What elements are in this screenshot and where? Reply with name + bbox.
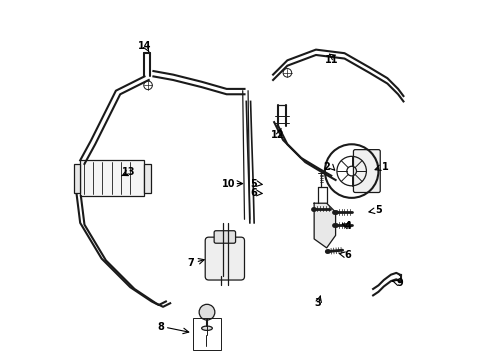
Text: 3: 3 bbox=[314, 298, 321, 308]
Text: 8: 8 bbox=[157, 322, 163, 332]
Text: 4: 4 bbox=[344, 221, 351, 231]
Text: 13: 13 bbox=[122, 167, 135, 177]
Bar bbox=[80, 160, 144, 196]
Text: 12: 12 bbox=[270, 130, 284, 140]
Text: 2: 2 bbox=[323, 162, 329, 172]
Text: 10: 10 bbox=[221, 179, 235, 189]
Bar bbox=[144, 164, 151, 193]
Text: 5: 5 bbox=[249, 179, 256, 189]
Circle shape bbox=[199, 304, 214, 320]
Text: 11: 11 bbox=[325, 55, 338, 65]
Bar bbox=[74, 164, 80, 193]
Text: 7: 7 bbox=[187, 258, 194, 268]
Text: 14: 14 bbox=[138, 41, 151, 51]
Text: 6: 6 bbox=[344, 250, 351, 260]
Text: 9: 9 bbox=[396, 278, 403, 288]
FancyBboxPatch shape bbox=[214, 231, 235, 243]
Text: 6: 6 bbox=[249, 188, 256, 198]
FancyBboxPatch shape bbox=[205, 237, 244, 280]
FancyBboxPatch shape bbox=[353, 150, 380, 193]
Bar bbox=[192, 318, 221, 350]
Polygon shape bbox=[313, 203, 335, 248]
Ellipse shape bbox=[201, 326, 212, 330]
Text: 1: 1 bbox=[382, 162, 388, 172]
Text: 5: 5 bbox=[374, 205, 381, 215]
